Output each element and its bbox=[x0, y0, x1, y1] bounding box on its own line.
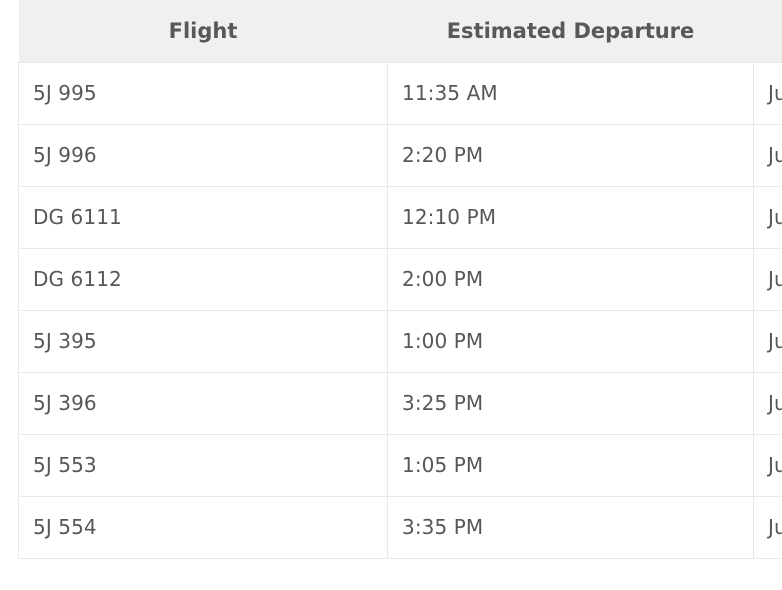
table-row[interactable]: 5J 995 11:35 AM Ju bbox=[18, 61, 782, 124]
page-bottom-area bbox=[0, 560, 782, 590]
table-row[interactable]: DG 6112 2:00 PM Ju bbox=[18, 247, 782, 310]
cell-flight: 5J 996 bbox=[18, 123, 388, 186]
column-header-date[interactable] bbox=[753, 0, 782, 62]
cell-date: Ju bbox=[753, 309, 782, 372]
cell-flight: 5J 995 bbox=[18, 61, 388, 124]
cell-flight: DG 6111 bbox=[18, 185, 388, 248]
cell-date: Ju bbox=[753, 185, 782, 248]
cell-date: Ju bbox=[753, 495, 782, 559]
cell-flight: 5J 396 bbox=[18, 371, 388, 434]
table-body: 5J 995 11:35 AM Ju 5J 996 2:20 PM Ju DG 6111 12… bbox=[18, 61, 782, 559]
column-header-flight[interactable]: Flight bbox=[18, 0, 388, 62]
cell-date: Ju bbox=[753, 247, 782, 310]
cell-date: Ju bbox=[753, 433, 782, 496]
cell-departure: 3:35 PM bbox=[387, 495, 754, 559]
cell-departure: 3:25 PM bbox=[387, 371, 754, 434]
table-row[interactable]: 5J 996 2:20 PM Ju bbox=[18, 123, 782, 186]
cell-flight: 5J 553 bbox=[18, 433, 388, 496]
cell-departure: 11:35 AM bbox=[387, 61, 754, 124]
cell-departure: 12:10 PM bbox=[387, 185, 754, 248]
column-header-estimated-departure[interactable]: Estimated Departure bbox=[387, 0, 754, 62]
cell-flight: DG 6112 bbox=[18, 247, 388, 310]
cell-departure: 2:00 PM bbox=[387, 247, 754, 310]
cell-flight: 5J 554 bbox=[18, 495, 388, 559]
table-row[interactable]: 5J 395 1:00 PM Ju bbox=[18, 309, 782, 372]
cell-departure: 2:20 PM bbox=[387, 123, 754, 186]
cell-date: Ju bbox=[753, 61, 782, 124]
table-row[interactable]: 5J 396 3:25 PM Ju bbox=[18, 371, 782, 434]
cell-departure: 1:00 PM bbox=[387, 309, 754, 372]
cell-flight: 5J 395 bbox=[18, 309, 388, 372]
cell-date: Ju bbox=[753, 371, 782, 434]
table-scroll-viewport[interactable]: Flight Estimated Departure 5J 995 11:35 A… bbox=[0, 0, 782, 560]
table-row[interactable]: DG 6111 12:10 PM Ju bbox=[18, 185, 782, 248]
cell-departure: 1:05 PM bbox=[387, 433, 754, 496]
table-header-row: Flight Estimated Departure bbox=[18, 0, 782, 62]
table-header: Flight Estimated Departure bbox=[18, 0, 782, 62]
table-row[interactable]: 5J 553 1:05 PM Ju bbox=[18, 433, 782, 496]
flight-schedule-table: Flight Estimated Departure 5J 995 11:35 A… bbox=[18, 0, 782, 559]
table-row[interactable]: 5J 554 3:35 PM Ju bbox=[18, 495, 782, 559]
cell-date: Ju bbox=[753, 123, 782, 186]
